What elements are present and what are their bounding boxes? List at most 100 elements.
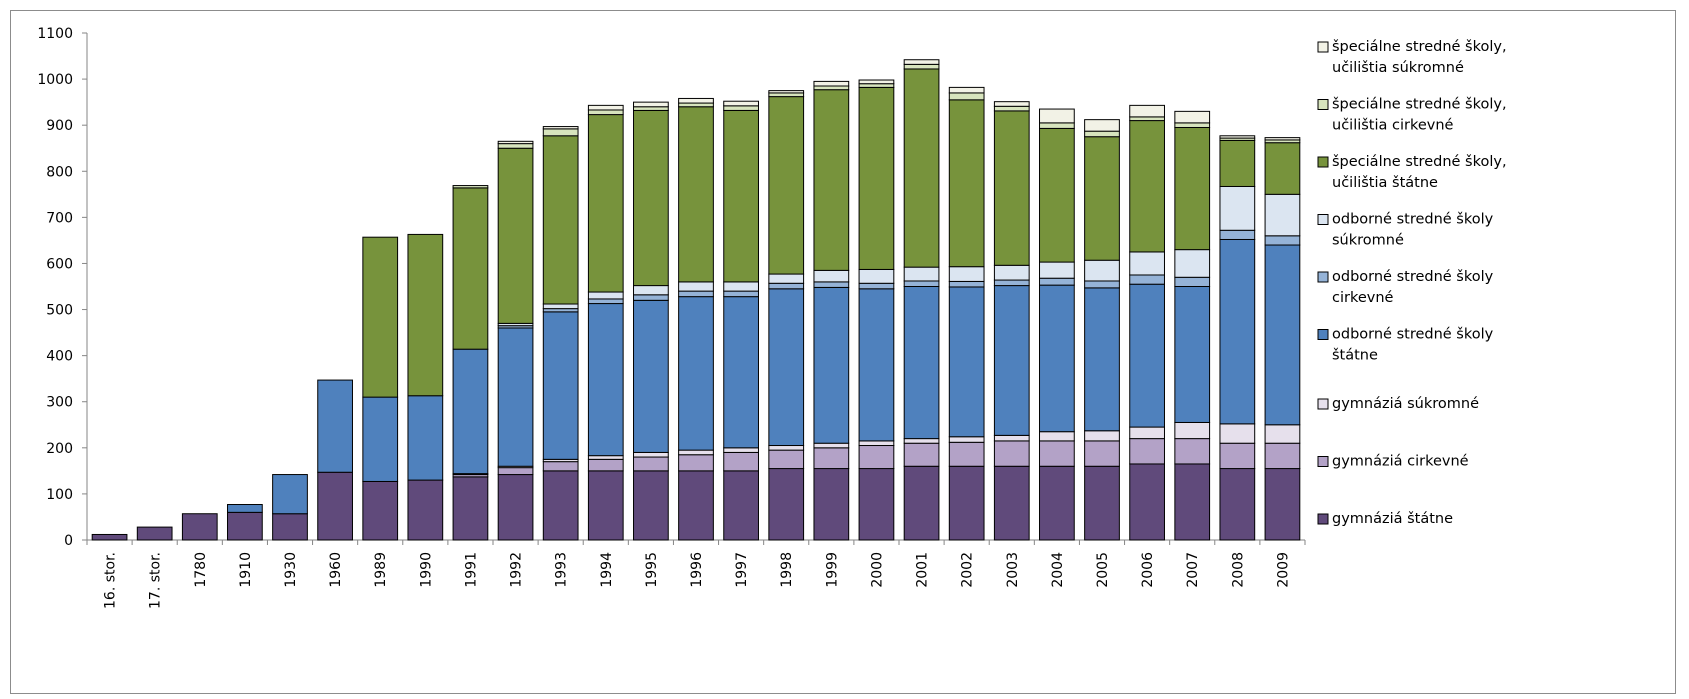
- bar-segment: [948, 465, 985, 541]
- x-tick-label: 1995: [644, 552, 660, 588]
- legend-label: učilištia štátne: [1332, 175, 1438, 191]
- bar-segment: [1084, 465, 1120, 541]
- bar-segment: [678, 97, 714, 104]
- bar-segment: [452, 348, 489, 475]
- bar-segment: [1219, 229, 1256, 240]
- x-tick-label: 1990: [418, 552, 434, 588]
- bar-segment: [1084, 440, 1120, 467]
- bar-segment: [858, 83, 895, 88]
- bar-segment: [1129, 251, 1165, 276]
- bar-segment: [1264, 244, 1301, 426]
- bar-segment: [993, 279, 1030, 287]
- x-tick-label: 2007: [1185, 552, 1201, 588]
- bar-segment: [1129, 463, 1165, 541]
- bar-segment: [1174, 276, 1211, 288]
- x-tick-label: 1993: [554, 552, 570, 588]
- bar-segment: [181, 513, 218, 541]
- bar-segment: [723, 105, 759, 111]
- bar-segment: [1039, 465, 1075, 541]
- bar-segment: [903, 266, 940, 282]
- bar-segment: [452, 185, 489, 189]
- bar-segment: [993, 101, 1030, 107]
- bar-segment: [1084, 259, 1120, 282]
- bar-segment: [813, 447, 850, 470]
- bar-segment: [1219, 423, 1256, 444]
- x-tick-label: 1991: [463, 552, 479, 588]
- bar-segment: [1174, 122, 1211, 128]
- legend-label: gymnáziá súkromné: [1332, 396, 1479, 412]
- bar-segment: [633, 294, 669, 301]
- legend-swatch: [1317, 156, 1329, 168]
- bar-segment: [948, 280, 985, 288]
- bar-segment: [678, 449, 714, 456]
- x-tick-label: 1998: [779, 552, 795, 588]
- bar-segment: [497, 140, 534, 145]
- legend-label: špeciálne stredné školy,: [1332, 97, 1507, 113]
- bar-segment: [1174, 286, 1211, 423]
- legend-swatch: [1317, 513, 1329, 525]
- x-tick-label: 1996: [689, 552, 705, 588]
- bar-segment: [1039, 284, 1075, 433]
- y-tick-label: 200: [46, 441, 73, 457]
- legend-label: gymnáziá cirkevné: [1332, 454, 1469, 470]
- bar-segment: [948, 99, 985, 268]
- bar-segment: [1039, 127, 1075, 263]
- legend-swatch: [1317, 398, 1329, 410]
- bars: [91, 59, 1301, 541]
- legend-label: špeciálne stredné školy,: [1332, 154, 1507, 170]
- bar-segment: [858, 79, 895, 85]
- bar-segment: [858, 268, 895, 284]
- bar-segment: [903, 280, 940, 287]
- bar-segment: [993, 105, 1030, 112]
- bar-segment: [858, 445, 895, 470]
- bar-segment: [1264, 193, 1301, 237]
- x-tick-label: 17. stor.: [148, 552, 164, 609]
- bar-segment: [497, 147, 534, 324]
- bar-segment: [813, 442, 850, 449]
- bar-segment: [272, 513, 308, 541]
- bar-segment: [542, 126, 579, 130]
- bar-segment: [948, 92, 985, 101]
- legend-label: učilištia súkromné: [1332, 60, 1464, 76]
- bar-segment: [1174, 438, 1211, 465]
- bar-segment: [768, 92, 805, 98]
- bar-segment: [1174, 110, 1211, 124]
- bar-segment: [723, 447, 759, 453]
- bar-segment: [497, 467, 534, 476]
- bar-segment: [1219, 135, 1256, 139]
- y-tick-label: 400: [46, 349, 73, 365]
- bar-segment: [723, 296, 759, 449]
- bar-segment: [993, 110, 1030, 266]
- bar-segment: [633, 106, 669, 111]
- bar-segment: [903, 442, 940, 467]
- legend-label: odborné stredné školy: [1332, 327, 1494, 343]
- bar-segment: [407, 395, 444, 481]
- legend-swatch: [1317, 41, 1329, 53]
- y-tick-label: 800: [46, 164, 73, 180]
- bar-segment: [723, 100, 759, 107]
- bar-segment: [813, 468, 850, 541]
- bar-segment: [1264, 442, 1301, 470]
- bar-segment: [1219, 185, 1256, 231]
- bar-segment: [1039, 108, 1075, 124]
- bar-segment: [1219, 468, 1256, 541]
- bar-segment: [1084, 280, 1120, 289]
- x-tick-label: 2003: [1005, 552, 1021, 588]
- x-tick-label: 2005: [1095, 552, 1111, 588]
- bar-segment: [813, 89, 850, 271]
- bar-segment: [1129, 274, 1165, 285]
- bar-segment: [272, 474, 308, 515]
- bar-segment: [633, 285, 669, 296]
- x-tick-label: 1997: [734, 552, 750, 588]
- bar-segment: [1264, 424, 1301, 444]
- y-tick-labels: 0 100 200 300 400 500 600 700 800 900 1000 1100: [37, 26, 73, 549]
- bar-segment: [948, 436, 985, 443]
- bar-segment: [587, 114, 624, 293]
- x-tick-label: 2001: [915, 552, 931, 588]
- bar-segment: [362, 396, 399, 482]
- bar-segment: [948, 441, 985, 467]
- bar-segment: [678, 470, 714, 541]
- bar-segment: [813, 85, 850, 91]
- bar-segment: [542, 128, 579, 137]
- legend-label: špeciálne stredné školy,: [1332, 39, 1507, 55]
